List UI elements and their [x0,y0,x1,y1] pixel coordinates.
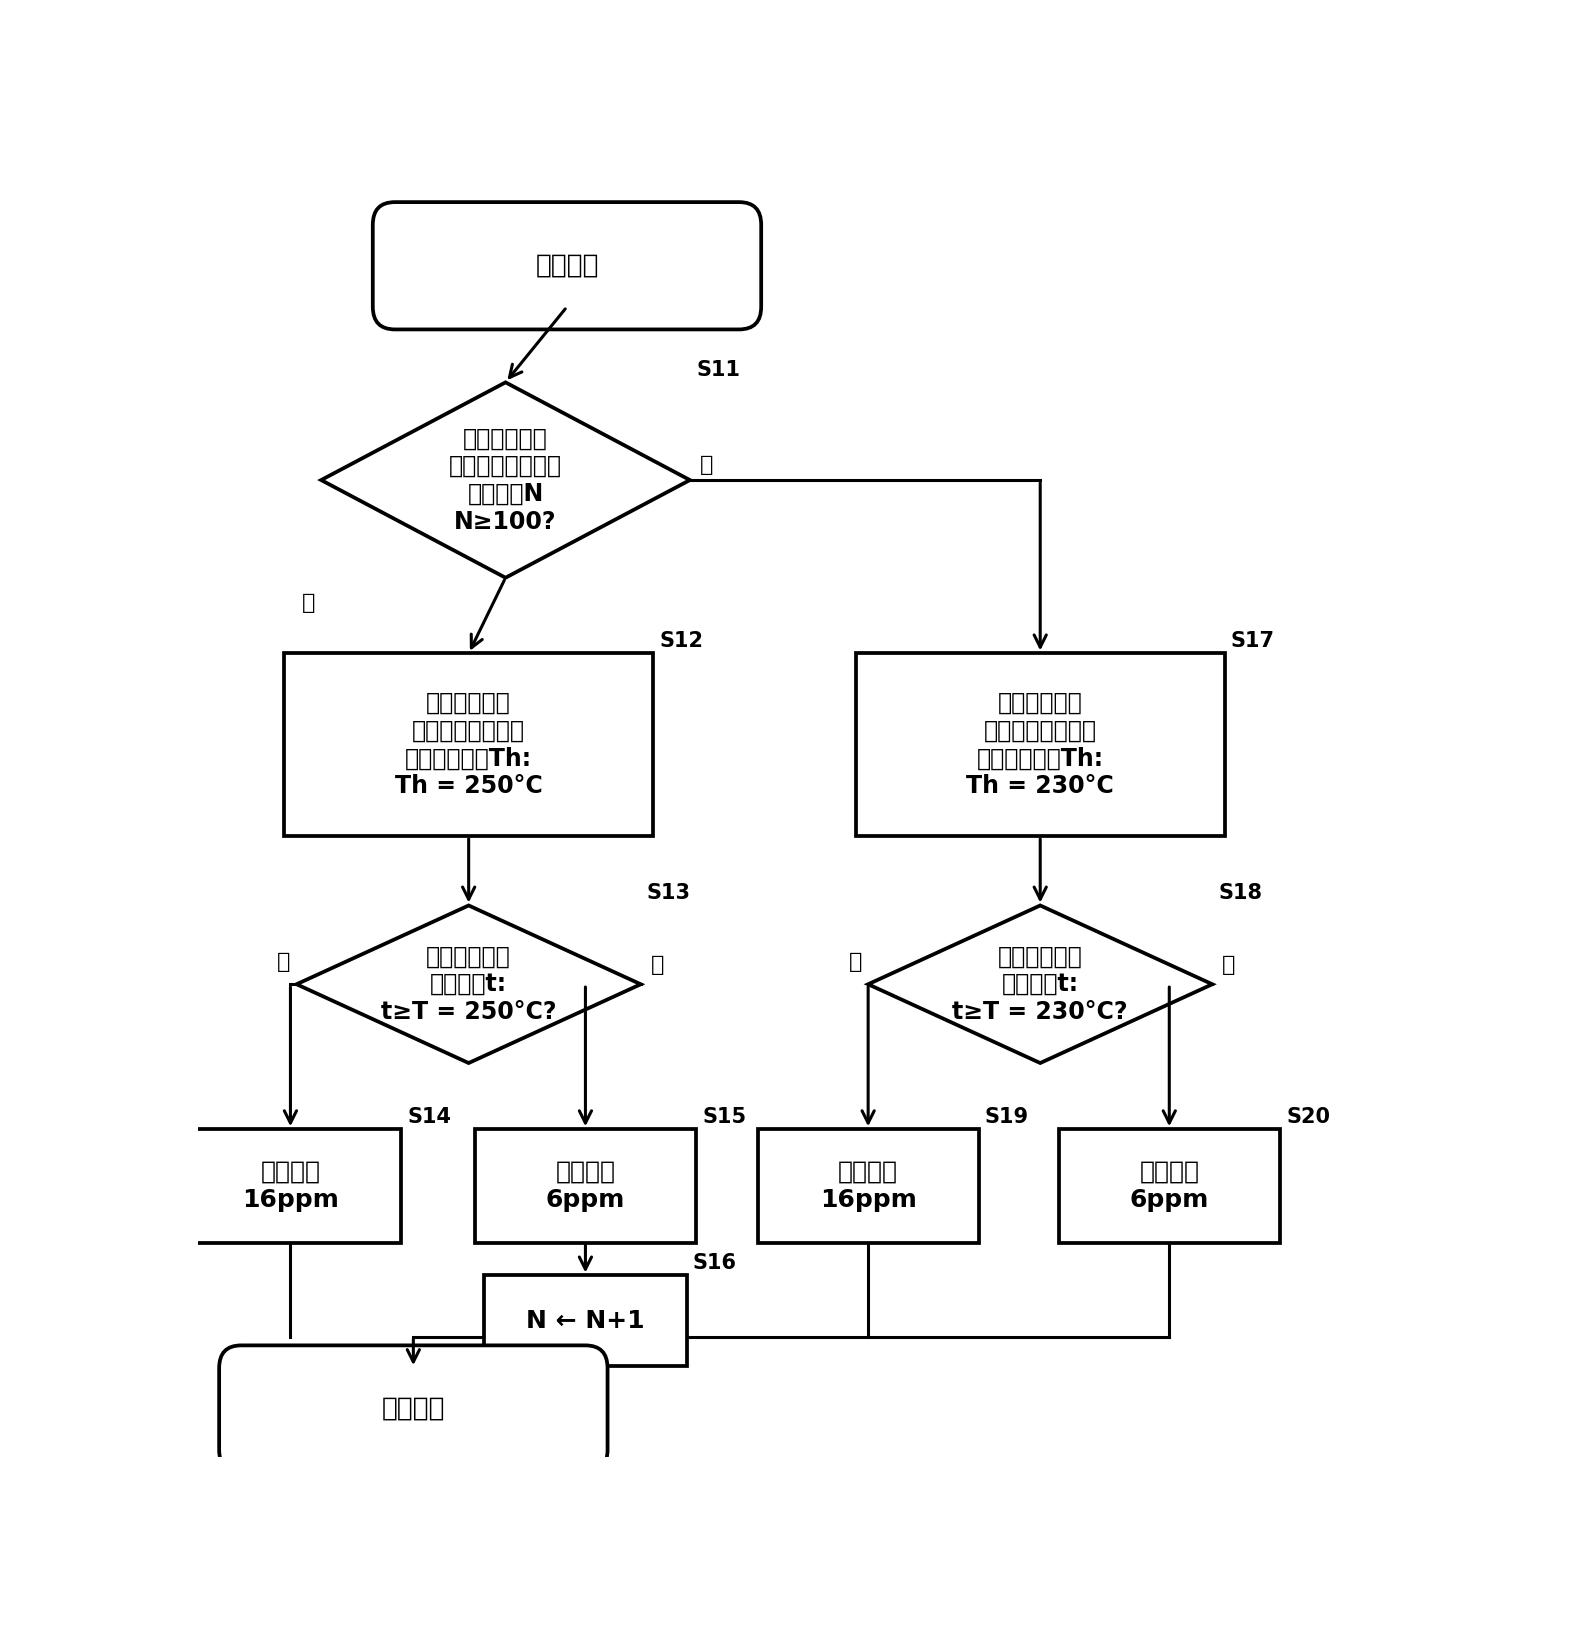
Bar [484,1275,687,1367]
Text: 是: 是 [1223,956,1235,976]
FancyBboxPatch shape [373,201,761,329]
FancyBboxPatch shape [219,1346,607,1473]
Text: 否: 否 [278,951,290,971]
Text: S13: S13 [647,882,691,904]
Text: 是: 是 [650,956,665,976]
Bar [758,1130,979,1242]
Text: 打印速度
6ppm: 打印速度 6ppm [546,1161,625,1211]
Bar [179,1130,401,1242]
Polygon shape [320,383,690,578]
Text: 否: 否 [849,951,863,971]
Polygon shape [297,905,641,1062]
Text: S17: S17 [1231,630,1275,652]
Text: 打印结束: 打印结束 [382,1396,446,1423]
Text: N ← N+1: N ← N+1 [527,1310,646,1333]
Bar [856,653,1224,837]
Text: S16: S16 [693,1252,737,1274]
Text: 端部热敏电阻
工作量下降执行的
检测次数N
N≥100?: 端部热敏电阻 工作量下降执行的 检测次数N N≥100? [449,426,561,534]
Text: 打印速度
16ppm: 打印速度 16ppm [820,1161,917,1211]
Text: 否: 否 [301,593,316,612]
Text: 端部热敏电阻
检测温度t:
t≥T = 230°C?: 端部热敏电阻 检测温度t: t≥T = 230°C? [953,945,1128,1025]
Text: 端部热敏电阻
工作量下降执行的
检测温度阈值Th:
Th = 250°C: 端部热敏电阻 工作量下降执行的 检测温度阈值Th: Th = 250°C [395,691,542,799]
Text: S11: S11 [696,360,741,380]
Text: 端部热敏电阻
工作量下降执行的
检测温度阈值Th:
Th = 230°C: 端部热敏电阻 工作量下降执行的 检测温度阈值Th: Th = 230°C [966,691,1113,799]
Bar [284,653,653,837]
Bar [1059,1130,1280,1242]
Text: 是: 是 [699,455,714,475]
Text: 打印速度
6ppm: 打印速度 6ppm [1129,1161,1209,1211]
Text: 端部热敏电阻
检测温度t:
t≥T = 250°C?: 端部热敏电阻 检测温度t: t≥T = 250°C? [381,945,557,1025]
Bar [474,1130,696,1242]
Text: S19: S19 [985,1107,1029,1126]
Text: S14: S14 [408,1107,450,1126]
Polygon shape [868,905,1212,1062]
Text: S15: S15 [703,1107,747,1126]
Text: S20: S20 [1286,1107,1331,1126]
Text: 打印开始: 打印开始 [534,252,600,278]
Text: 打印速度
16ppm: 打印速度 16ppm [243,1161,339,1211]
Text: S18: S18 [1218,882,1262,904]
Text: S12: S12 [660,630,703,652]
